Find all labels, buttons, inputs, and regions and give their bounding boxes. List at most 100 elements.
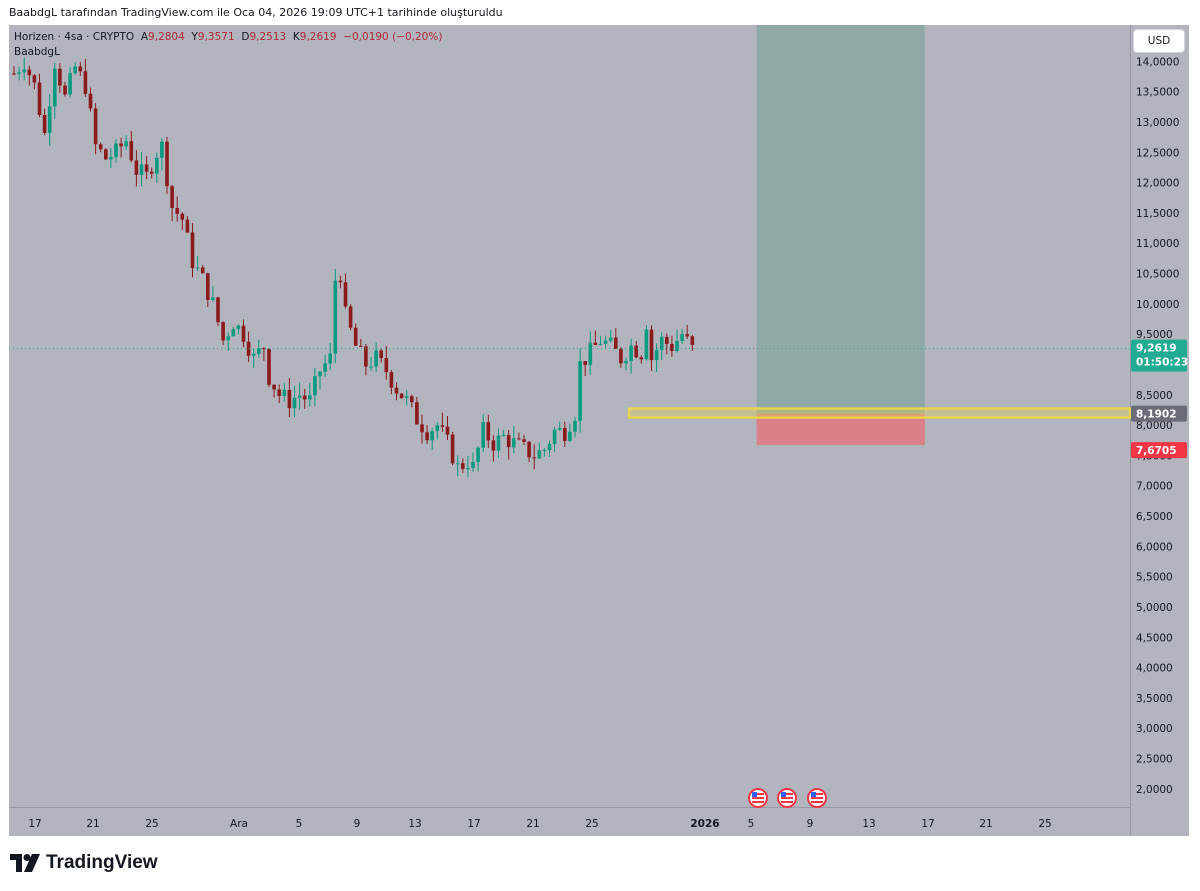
flag-stripe [752,801,764,803]
candle [180,212,185,231]
candle-body [506,435,511,448]
candle-body [88,93,93,109]
candle [547,440,552,458]
price-tick-label: 14,0000 [1136,56,1179,68]
candle-body [318,371,322,377]
price-chart[interactable]: 14,0000 13,5000 13,0000 12,5000 12,0000 11,50… [9,25,1189,836]
candle-body [491,440,496,451]
candle-body [644,329,649,360]
candle [165,136,169,194]
price-tick-label: 2,5000 [1136,754,1173,766]
candle-body [608,337,613,341]
time-tick-label: 17 [921,818,934,830]
candle [644,325,649,361]
candle-body [139,164,144,175]
candle-body [639,357,644,360]
countdown-text: 01:50:23 [1136,357,1188,369]
candle-body [527,441,531,458]
candle-body [323,363,327,372]
candle [308,383,312,407]
candle [445,415,450,441]
candle-body [343,282,348,307]
candle [425,425,429,445]
candle [262,347,266,361]
candle [149,167,154,179]
tradingview-logo-icon [10,854,40,872]
candle [78,61,83,76]
candle [639,355,644,364]
candle [12,66,16,76]
candle [195,255,200,272]
candle-body [170,186,174,209]
time-tick-label: Ara [230,818,248,830]
economic-event-icon[interactable] [748,788,768,808]
candle-body [369,366,373,368]
candle-body [466,468,470,470]
candle [73,62,77,76]
candle [440,412,445,432]
candle [527,441,531,463]
candle [104,148,108,160]
entry-price-badge [1131,405,1187,422]
candle [384,346,389,380]
candle [415,396,419,425]
economic-event-icon[interactable] [807,788,827,808]
open-label: A [140,31,149,43]
candle-body [445,426,450,435]
candle [680,328,684,344]
price-tick-label: 12,5000 [1136,147,1179,159]
tradingview-wordmark: TradingView [46,852,158,873]
candle-body [226,336,230,341]
candle-body [557,428,562,430]
economic-event-icon[interactable] [777,788,797,808]
tradingview-logo[interactable]: TradingView [10,852,158,874]
candle-body [231,329,236,337]
candle [170,184,174,222]
candle [629,338,633,374]
candle [328,343,332,371]
candle-body [211,297,215,300]
candle-body [27,69,32,76]
candle [588,331,593,375]
price-tick-label: 9,5000 [1136,329,1173,341]
candle-body [160,141,164,158]
close-value: 9,2619 [299,31,337,43]
candle-body [517,438,521,440]
candle [379,348,383,363]
candle [399,393,404,399]
candle [47,93,52,146]
time-tick-label: 9 [807,818,814,830]
candle-body [98,144,103,150]
candle-body [399,393,404,399]
candle [501,429,506,437]
candle [435,422,440,440]
candle-body [292,397,297,409]
candle [58,63,62,93]
price-tick-label: 5,0000 [1136,602,1173,614]
candle-body [302,395,307,400]
price-tick-label: 13,5000 [1136,87,1179,99]
candle-body [104,149,108,160]
low-label: D [241,31,250,43]
price-tick-label: 3,5000 [1136,693,1173,705]
candle-body [73,66,77,74]
price-tick-label: 8,0000 [1136,420,1173,432]
candle-body [129,141,134,161]
candle [389,369,394,395]
flag-canton [752,792,757,797]
symbol-name[interactable]: Horizen · 4sa · CRYPTO [14,31,135,43]
candle-body [675,340,679,352]
candle-body [568,431,572,441]
candle [338,275,343,289]
candle [496,428,501,458]
candle [404,390,409,406]
candle [37,73,42,118]
candle-body [455,463,460,465]
candle [88,87,93,112]
candle-body [573,420,577,432]
candle [241,319,246,348]
currency-button[interactable]: USD [1133,29,1185,53]
candle-body [593,342,598,345]
candle-body [501,435,506,437]
candle-body [37,82,42,116]
